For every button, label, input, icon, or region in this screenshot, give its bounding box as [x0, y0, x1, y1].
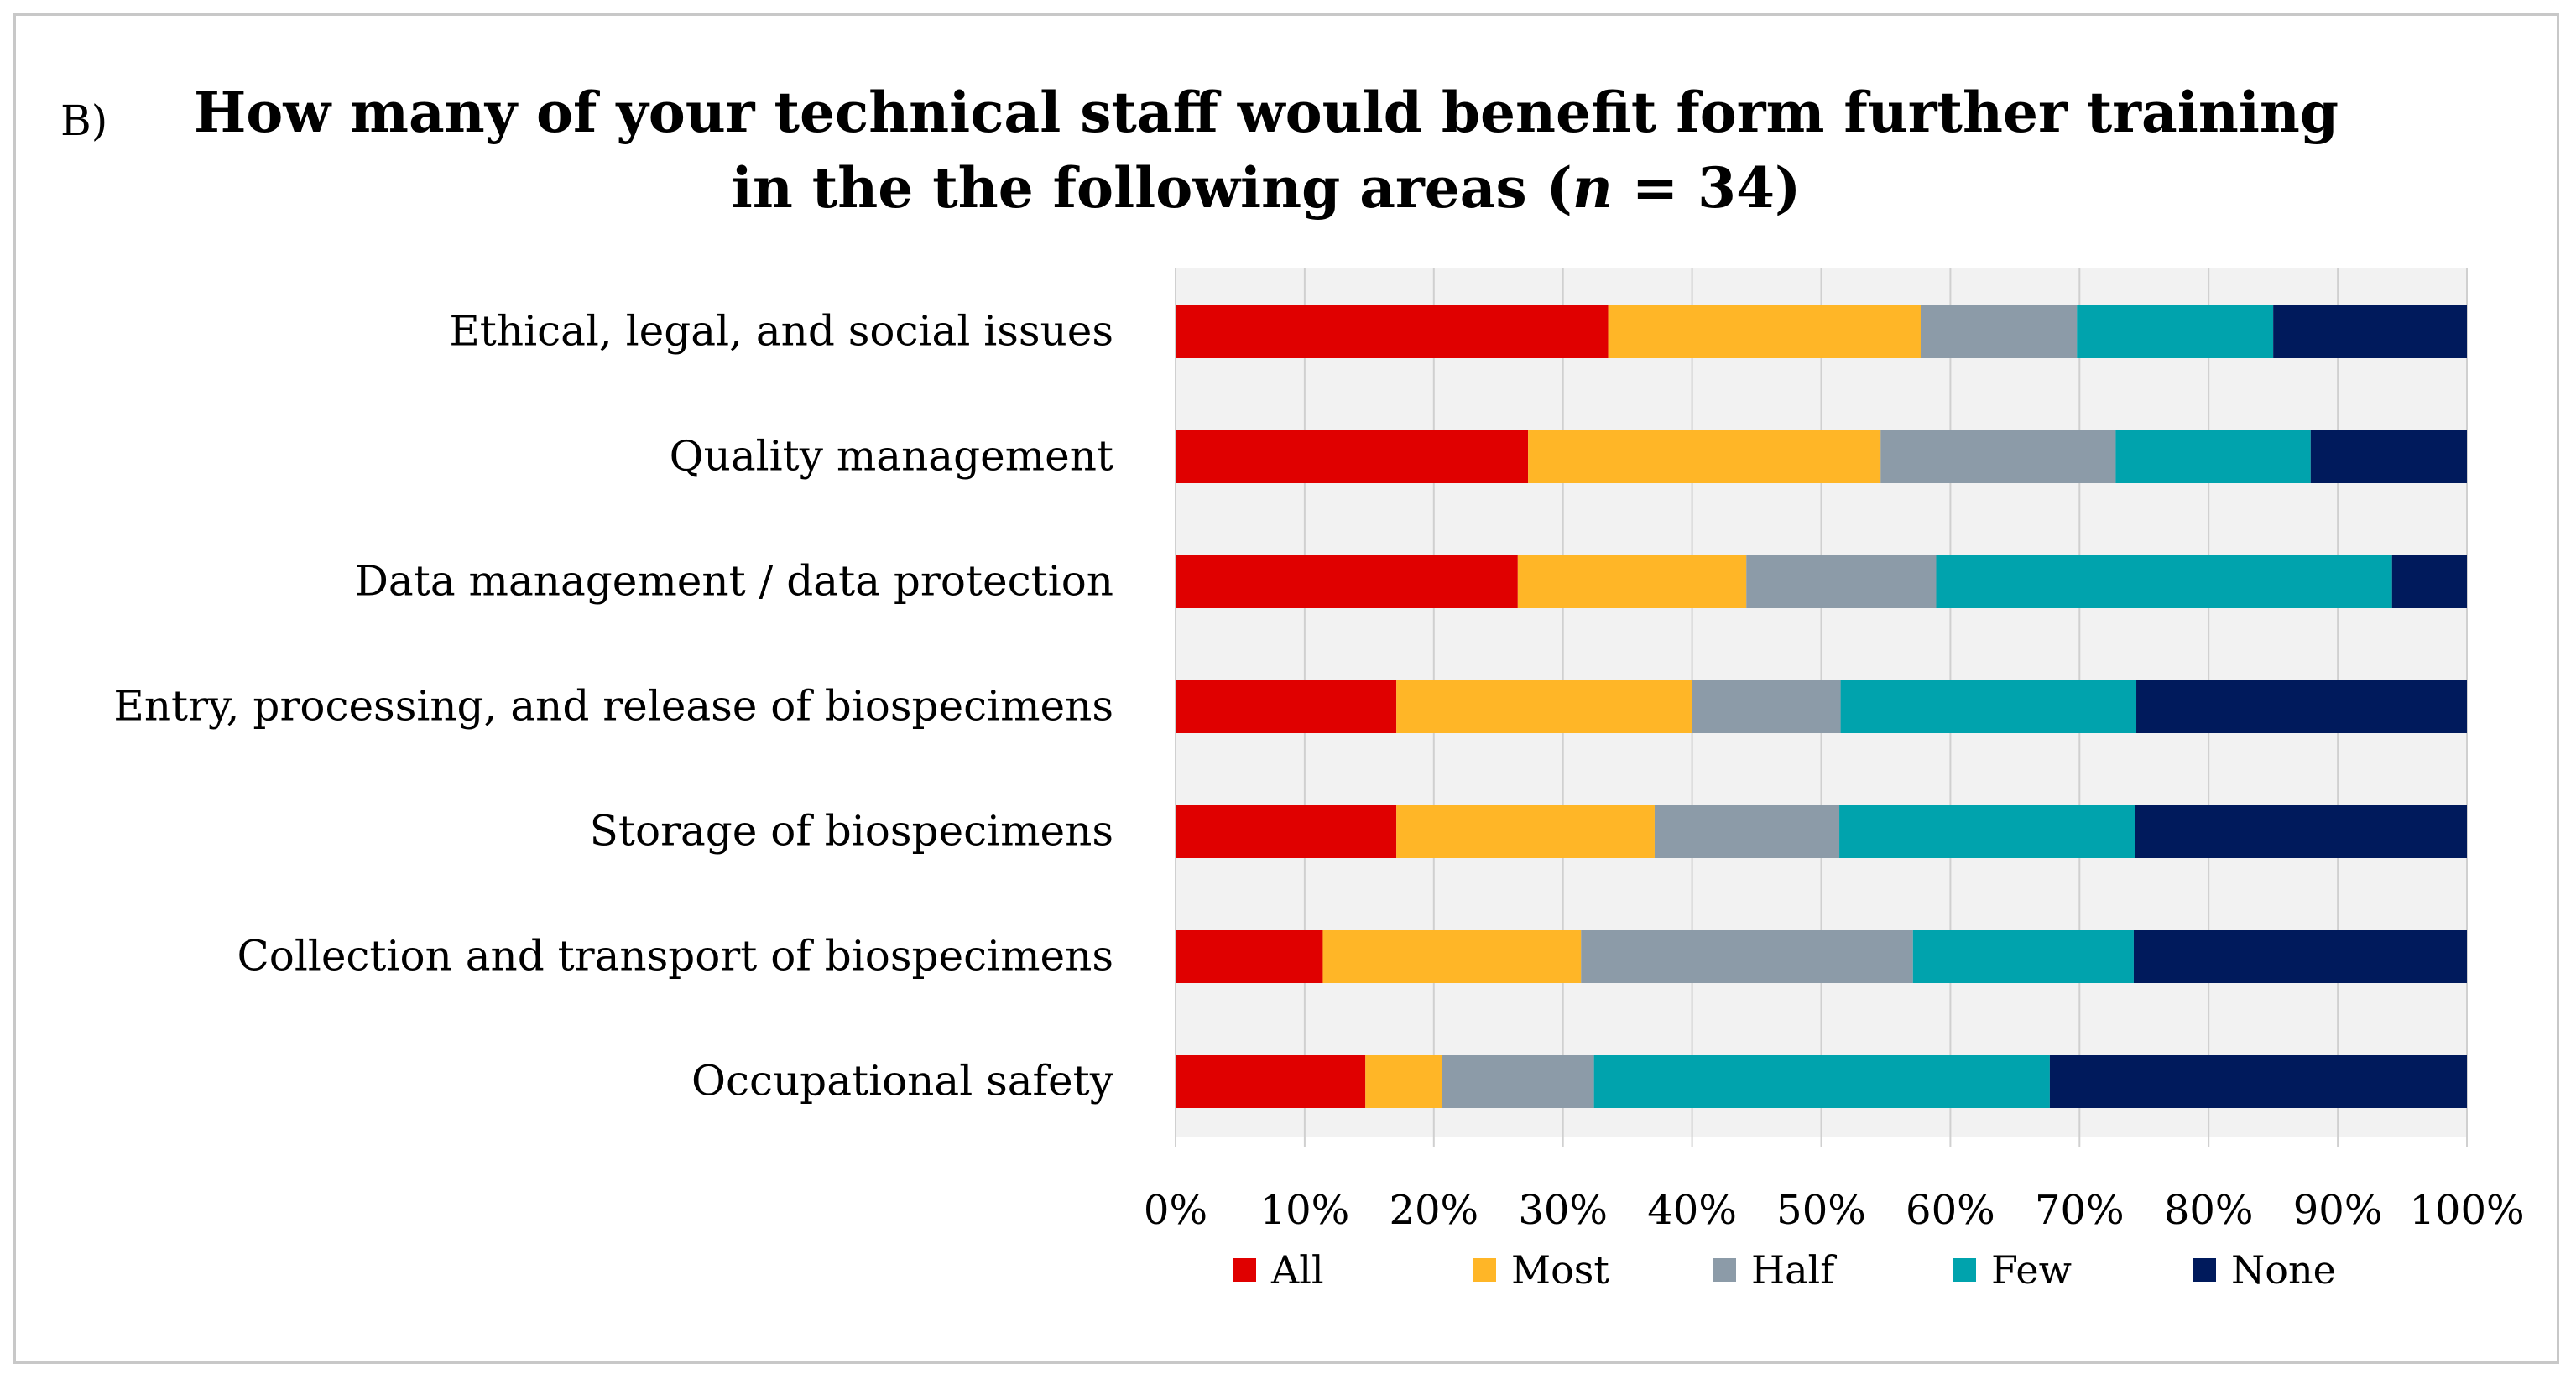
bar-segment-all	[1176, 805, 1397, 858]
bar-segment-all	[1176, 1055, 1366, 1108]
bar-segment-half	[1442, 1055, 1594, 1108]
x-tick-label: 20%	[1389, 1187, 1478, 1234]
bar-segment-none	[2135, 805, 2467, 858]
x-tick-label: 50%	[1776, 1187, 1866, 1234]
title-suffix: = 34)	[1613, 155, 1801, 221]
legend-swatch-few	[1953, 1258, 1976, 1282]
legend-swatch-all	[1233, 1258, 1256, 1282]
category-label: Ethical, legal, and social issues	[449, 307, 1113, 356]
bar-segment-few	[1839, 805, 2135, 858]
bar-segment-none	[2133, 930, 2467, 983]
category-label: Data management / data protection	[355, 557, 1113, 606]
bar-segment-all	[1176, 305, 1609, 358]
bar-segment-half	[1746, 555, 1937, 608]
x-tick-label: 0%	[1144, 1187, 1207, 1234]
bar-segment-all	[1176, 680, 1397, 733]
bar-segment-none	[2273, 305, 2467, 358]
bars	[1176, 305, 2467, 1108]
x-tick-label: 30%	[1518, 1187, 1608, 1234]
legend-swatch-most	[1473, 1258, 1496, 1282]
bar-segment-none	[2391, 555, 2467, 608]
legend-swatch-none	[2193, 1258, 2216, 1282]
x-tick-label: 80%	[2164, 1187, 2254, 1234]
category-label: Entry, processing, and release of biospe…	[113, 682, 1113, 731]
bar-segment-most	[1396, 680, 1692, 733]
legend-label-half: Half	[1751, 1247, 1837, 1293]
figure-frame: B) How many of your technical staff woul…	[13, 13, 2559, 1364]
title-prefix: in the the following areas (	[732, 155, 1572, 221]
bar-segment-few	[1840, 680, 2137, 733]
category-label: Storage of biospecimens	[590, 807, 1113, 856]
x-tick-label: 40%	[1647, 1187, 1737, 1234]
x-tick-label: 60%	[1906, 1187, 1995, 1234]
chart-title-line1: How many of your technical staff would b…	[194, 80, 2339, 145]
bar-segment-most	[1608, 305, 1922, 358]
category-label: Collection and transport of biospecimens	[237, 932, 1113, 981]
category-labels: Ethical, legal, and social issues Quality…	[113, 307, 1113, 1106]
x-tick-label: 70%	[2035, 1187, 2125, 1234]
bar-segment-most	[1396, 805, 1655, 858]
bar-segment-half	[1880, 430, 2116, 483]
bar-segment-most	[1365, 1055, 1442, 1108]
stacked-bar-chart: B) How many of your technical staff woul…	[60, 80, 2525, 1293]
x-tick-label: 100%	[2409, 1187, 2524, 1234]
bar-segment-few	[1593, 1055, 2050, 1108]
bar-segment-most	[1517, 555, 1747, 608]
bar-segment-none	[2049, 1055, 2467, 1108]
bar-segment-half	[1654, 805, 1840, 858]
bar-segment-few	[2115, 430, 2311, 483]
legend-label-few: Few	[1991, 1247, 2072, 1293]
bar-segment-all	[1176, 555, 1518, 608]
bar-segment-half	[1581, 930, 1913, 983]
x-axis-ticks: 0% 10% 20% 30% 40% 50% 60% 70% 80% 90% 100%	[1144, 1187, 2525, 1234]
panel-label: B)	[60, 96, 107, 145]
bar-segment-few	[1912, 930, 2134, 983]
legend: All Most Half Few None	[1233, 1247, 2336, 1293]
x-tick-label: 10%	[1260, 1187, 1350, 1234]
bar-segment-none	[2136, 680, 2467, 733]
bar-segment-all	[1176, 430, 1529, 483]
title-variable: n	[1572, 155, 1613, 221]
legend-label-most: Most	[1511, 1247, 1609, 1293]
bar-segment-few	[2077, 305, 2274, 358]
legend-label-all: All	[1270, 1247, 1324, 1293]
bar-segment-most	[1528, 430, 1881, 483]
category-label: Occupational safety	[691, 1057, 1114, 1106]
bar-segment-all	[1176, 930, 1323, 983]
legend-label-none: None	[2231, 1247, 2336, 1293]
bar-segment-none	[2310, 430, 2467, 483]
bar-segment-few	[1936, 555, 2392, 608]
chart-title-line2: in the the following areas (n = 34)	[732, 155, 1802, 221]
x-tick-label: 90%	[2293, 1187, 2383, 1234]
category-label: Quality management	[670, 432, 1113, 481]
bar-segment-half	[1692, 680, 1841, 733]
bar-segment-half	[1921, 305, 2078, 358]
bar-segment-most	[1322, 930, 1582, 983]
legend-swatch-half	[1713, 1258, 1736, 1282]
